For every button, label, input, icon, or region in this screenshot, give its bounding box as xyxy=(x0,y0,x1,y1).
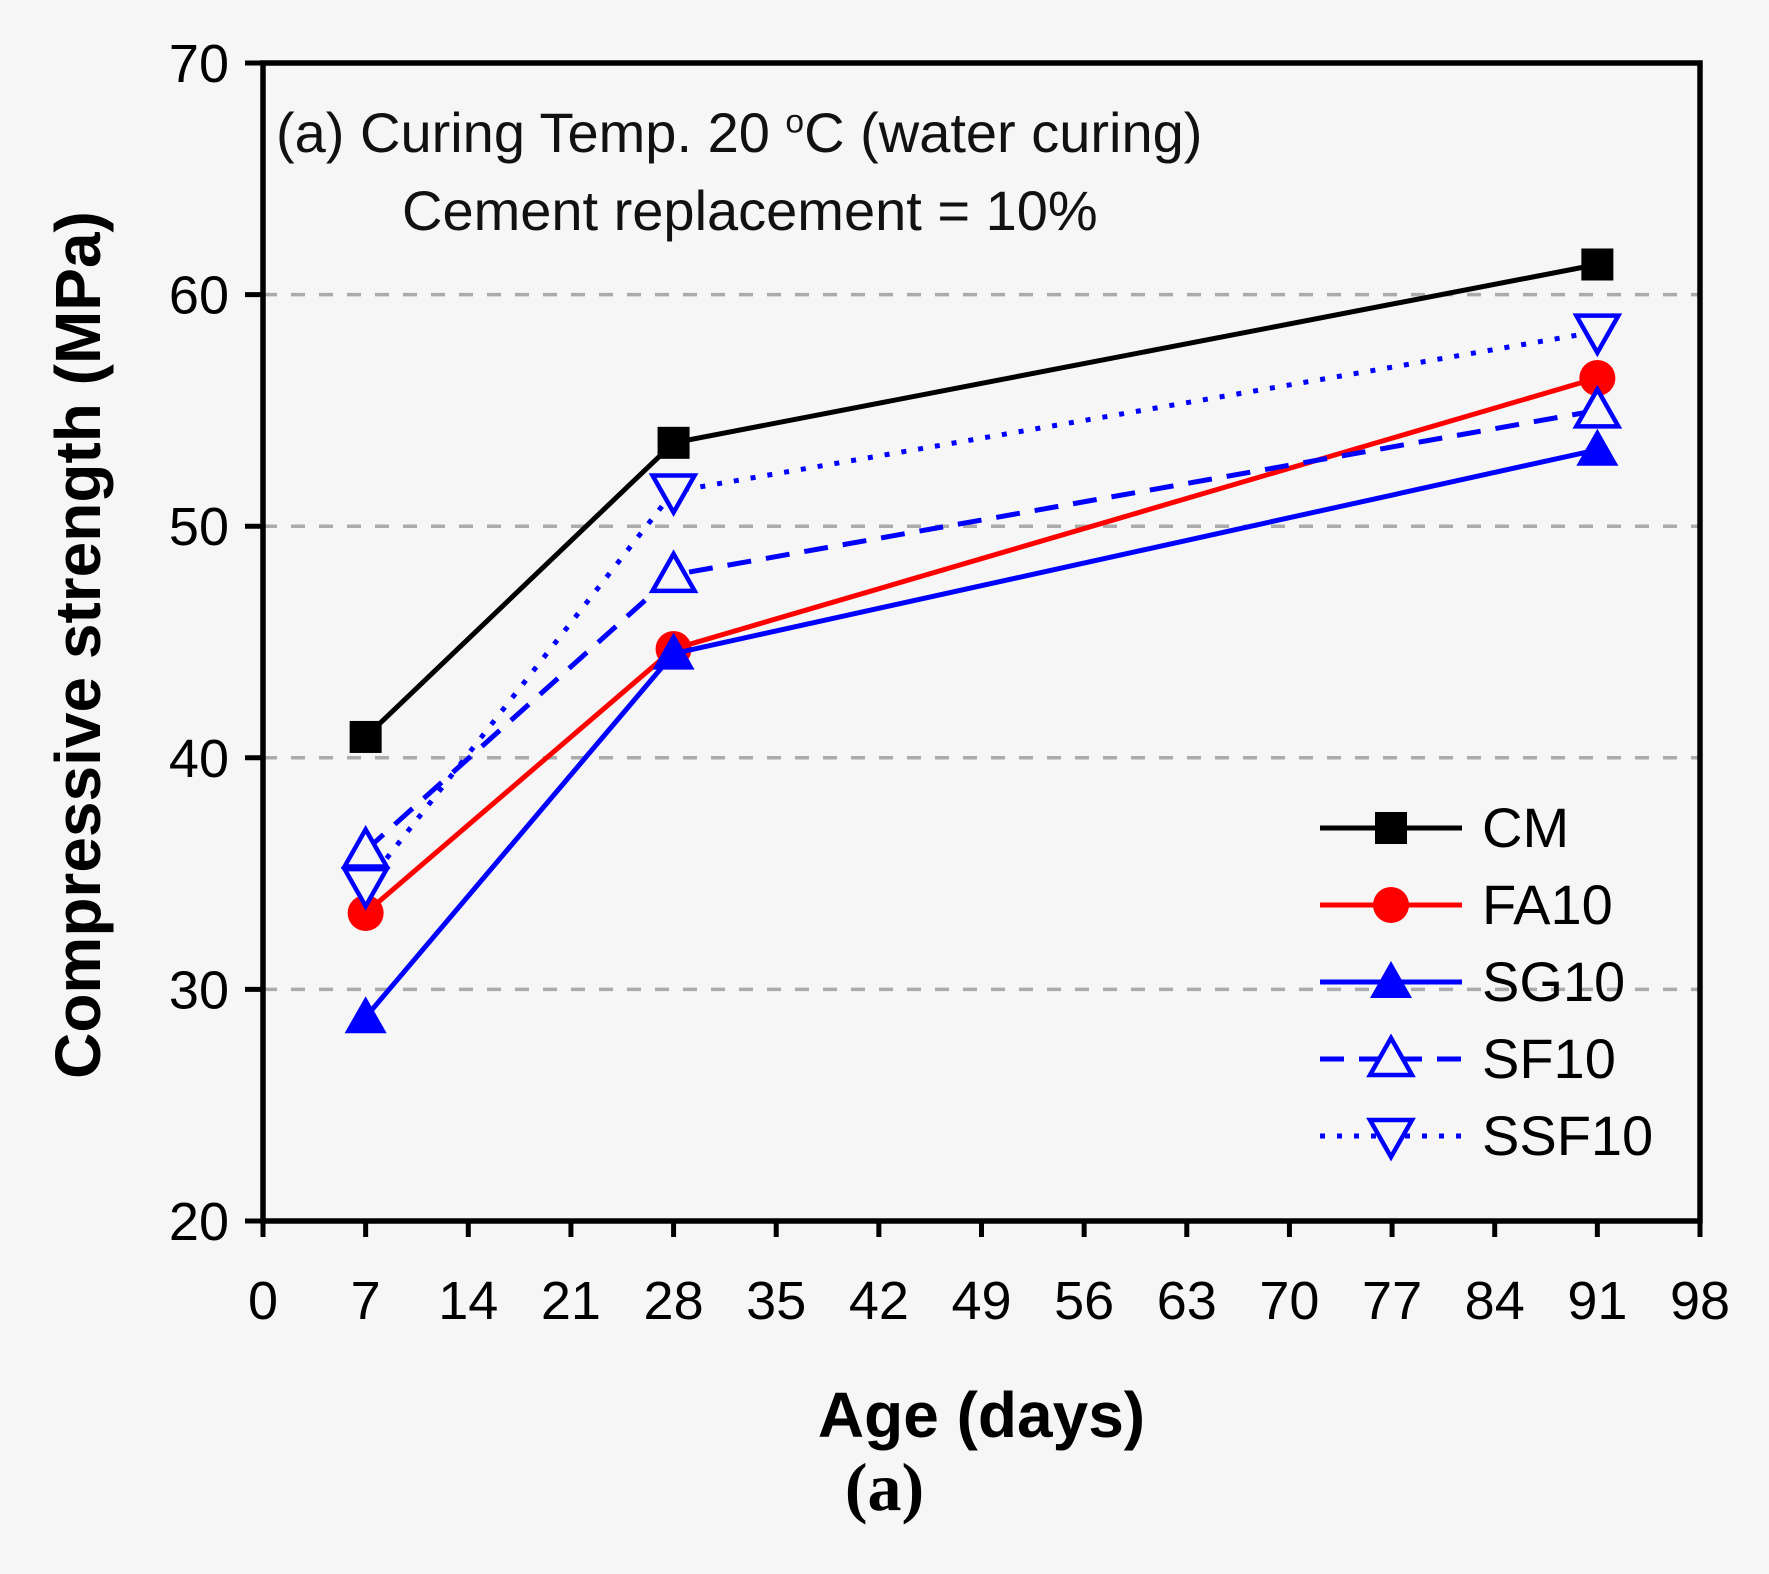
y-tick-label: 60 xyxy=(169,266,229,326)
legend-key-CM xyxy=(1320,811,1462,844)
marker-triangle-down-SSF10 xyxy=(1366,1117,1416,1162)
legend-label-SF10: SF10 xyxy=(1482,1027,1616,1090)
legend-label-SSF10: SSF10 xyxy=(1482,1104,1654,1167)
legend-key-SG10 xyxy=(1320,960,1462,998)
x-tick-label: 91 xyxy=(1567,1271,1627,1331)
x-tick-label: 56 xyxy=(1054,1271,1114,1331)
legend-item-SF10: SF10 xyxy=(1316,1020,1653,1097)
marker-square-CM xyxy=(1581,248,1614,281)
legend-item-SG10: SG10 xyxy=(1316,943,1653,1020)
series-line-SF10 xyxy=(363,407,1598,853)
x-tick-label: 0 xyxy=(248,1271,278,1331)
x-tick-label: 98 xyxy=(1670,1271,1730,1331)
x-tick-label: 84 xyxy=(1465,1271,1525,1331)
legend-item-CM: CM xyxy=(1316,789,1653,866)
x-axis-ticks: 0 7 14 21 28 35 42 49 56 63 70 77 84 91 98 xyxy=(248,1221,1730,1331)
marker-triangle-down-SSF10 xyxy=(648,473,699,518)
y-axis-label: Compressive strength (MPa) xyxy=(42,211,114,1079)
marker-triangle-down-SSF10 xyxy=(340,866,391,911)
series-SSF10 xyxy=(340,313,1623,911)
marker-circle-FA10 xyxy=(1579,359,1616,396)
x-tick-label: 7 xyxy=(351,1271,381,1331)
x-tick-label: 42 xyxy=(849,1271,909,1331)
x-tick-label: 21 xyxy=(541,1271,601,1331)
x-tick-label: 14 xyxy=(438,1271,498,1331)
series-line-CM xyxy=(363,262,1598,739)
x-axis-label: Age (days) xyxy=(817,1379,1146,1451)
y-tick-label: 30 xyxy=(169,960,229,1020)
legend-key-SSF10 xyxy=(1320,1117,1462,1162)
x-tick-label: 70 xyxy=(1259,1271,1319,1331)
marker-triangle-up-SG10 xyxy=(344,996,387,1034)
marker-triangle-up-SG10 xyxy=(652,632,695,670)
plot-title-line2: Cement replacement = 10% xyxy=(402,179,1098,242)
x-tick-label: 35 xyxy=(746,1271,806,1331)
figure-caption: (a) xyxy=(844,1449,925,1525)
marker-triangle-up-SF10 xyxy=(340,824,391,869)
marker-triangle-up-SG10 xyxy=(1576,428,1619,466)
x-tick-label: 28 xyxy=(644,1271,704,1331)
y-tick-label: 20 xyxy=(169,1192,229,1252)
degree-symbol: o xyxy=(785,103,805,141)
title-text: (a) Curing Temp. 20 xyxy=(276,101,786,164)
legend-key-FA10 xyxy=(1320,886,1462,923)
y-tick-label: 70 xyxy=(169,34,229,94)
marker-triangle-up-SF10 xyxy=(1366,1032,1416,1077)
x-tick-label: 77 xyxy=(1362,1271,1422,1331)
legend-label-FA10: FA10 xyxy=(1482,873,1613,936)
legend-label-SG10: SG10 xyxy=(1482,950,1626,1013)
series-SF10 xyxy=(340,384,1623,869)
marker-square-CM xyxy=(657,426,690,459)
legend-item-FA10: FA10 xyxy=(1316,866,1653,943)
y-axis-ticks: 20 30 40 50 60 70 xyxy=(169,34,263,1252)
title-text-suffix: C (water curing) xyxy=(804,101,1203,164)
legend-label-CM: CM xyxy=(1482,796,1570,859)
marker-triangle-up-SG10 xyxy=(1370,960,1412,998)
marker-triangle-up-SF10 xyxy=(648,549,699,594)
x-tick-label: 49 xyxy=(951,1271,1011,1331)
marker-circle-FA10 xyxy=(347,894,384,931)
marker-triangle-down-SSF10 xyxy=(1572,313,1623,358)
plot-title: (a) Curing Temp. 20 oC (water curing) Ce… xyxy=(276,94,1202,250)
series-CM xyxy=(349,248,1614,753)
marker-circle-FA10 xyxy=(1373,886,1409,923)
marker-square-CM xyxy=(349,720,382,753)
legend: CM FA10 SG10 SF10 SSF10 xyxy=(1316,789,1653,1174)
plot-title-line1: (a) Curing Temp. 20 oC (water curing) xyxy=(276,94,1202,172)
y-tick-label: 40 xyxy=(169,729,229,789)
legend-item-SSF10: SSF10 xyxy=(1316,1097,1653,1174)
series-line-SSF10 xyxy=(363,329,1598,887)
legend-key-SF10 xyxy=(1320,1032,1462,1077)
x-tick-label: 63 xyxy=(1157,1271,1217,1331)
y-tick-label: 50 xyxy=(169,497,229,557)
marker-square-CM xyxy=(1375,811,1407,844)
marker-triangle-up-SF10 xyxy=(1572,384,1623,429)
series-SG10 xyxy=(344,428,1619,1034)
